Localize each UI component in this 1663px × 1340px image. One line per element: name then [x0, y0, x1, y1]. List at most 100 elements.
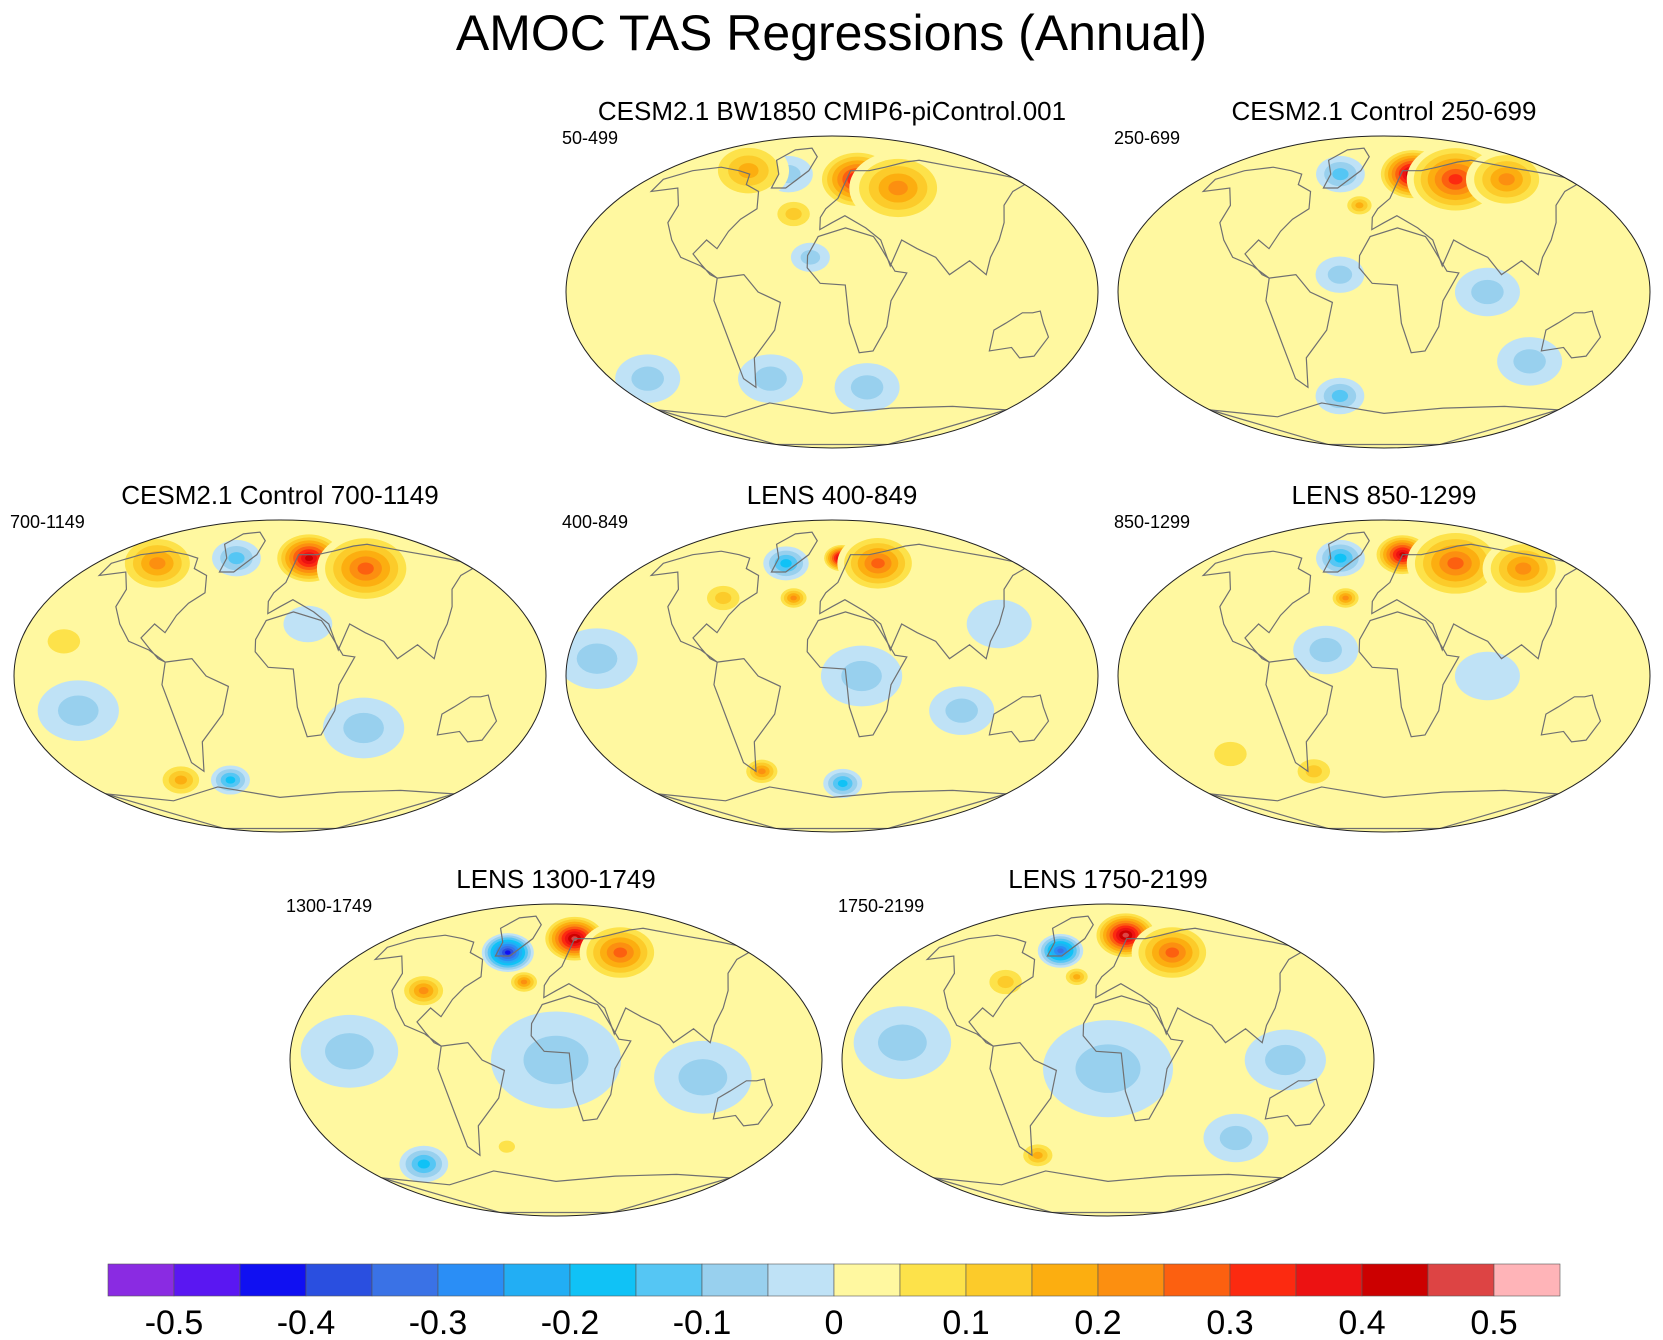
anomaly-feature [1454, 651, 1520, 701]
anomaly-contour [498, 1140, 515, 1153]
colorbar-swatch [305, 1263, 373, 1297]
panel-title: LENS 850-1299 [1291, 480, 1477, 510]
anomaly-feature [37, 680, 119, 741]
panel-title: CESM2.1 Control 700-1149 [121, 480, 439, 510]
australia-outline [988, 694, 1050, 743]
anomaly-contour [225, 776, 236, 784]
anomaly-contour [1448, 174, 1463, 185]
antarctica-outline [933, 1170, 1283, 1214]
anomaly-contour [576, 643, 618, 674]
colorbar-swatch [107, 1263, 175, 1297]
map-border [13, 519, 547, 833]
panel-title: LENS 1300-1749 [456, 864, 656, 894]
anomaly-contour [754, 366, 787, 391]
colorbar-swatch [701, 1263, 769, 1297]
africa-outline [1358, 227, 1460, 354]
australia-outline [1540, 310, 1602, 359]
anomaly-feature [1466, 149, 1548, 210]
anomaly-contour [1165, 947, 1180, 958]
anomaly-contour [785, 207, 802, 221]
eurasia-outline [543, 927, 751, 1044]
anomaly-feature [1316, 155, 1365, 193]
eurasia-outline [267, 543, 475, 660]
anomaly-contour [357, 562, 374, 575]
panel-years-label: 400-849 [562, 512, 629, 532]
panel-years-label: 850-1299 [1114, 512, 1191, 532]
colorbar-swatch [899, 1263, 967, 1297]
colorbar-tick-label: -0.4 [277, 1304, 336, 1338]
north-america-outline [925, 934, 1036, 1047]
south-america-outline [1265, 658, 1334, 773]
anomaly-feature [1293, 625, 1359, 675]
anomaly-contour [1122, 932, 1129, 938]
anomaly-feature [837, 533, 919, 594]
anomaly-contour [738, 163, 759, 179]
anomaly-contour [1309, 637, 1342, 663]
colorbar-swatch [1163, 1263, 1231, 1297]
south-america-outline [989, 1042, 1058, 1157]
colorbar-swatch [767, 1263, 835, 1297]
panel-title: LENS 1750-2199 [1008, 864, 1208, 894]
greenland-outline [1322, 147, 1370, 189]
anomaly-contour [800, 250, 821, 265]
colorbar-tick-label: 0.2 [1074, 1304, 1121, 1338]
anomaly-feature [581, 237, 728, 347]
anomaly-feature [1131, 922, 1213, 983]
anomaly-contour [930, 238, 1028, 312]
anomaly-contour [1265, 1044, 1306, 1076]
anomaly-contour [757, 768, 766, 775]
figure-title: AMOC TAS Regressions (Annual) [455, 5, 1208, 61]
colorbar-tick-label: 0 [825, 1304, 844, 1338]
anomaly-contour [613, 947, 628, 958]
panel-title: LENS 400-849 [746, 480, 918, 510]
colorbar-tick-label: 0.3 [1206, 1304, 1253, 1338]
south-america-outline [161, 658, 230, 773]
africa-outline [1358, 611, 1460, 738]
antarctica-outline [381, 1170, 731, 1214]
greenland-outline [218, 531, 266, 573]
map-background [566, 136, 1098, 448]
colorbar-tick-label: -0.2 [541, 1304, 600, 1338]
anomaly-contour [1513, 349, 1546, 374]
anomaly-contour [520, 979, 528, 985]
eurasia-outline [1095, 927, 1303, 1044]
anomaly-feature [399, 1145, 449, 1183]
map-border [1117, 519, 1651, 833]
colorbar-swatch [173, 1263, 241, 1297]
anomaly-contour [325, 1033, 374, 1070]
anomaly-contour [228, 552, 245, 565]
antarctica-outline [657, 786, 1007, 830]
north-america-outline [373, 934, 484, 1047]
coastlines [97, 531, 498, 830]
colorbar: -0.5 -0.4 -0.3 -0.2 -0.1 0 0.1 0.2 0.3 0.4 0.5 [107, 1263, 1561, 1338]
anomaly-feature [1042, 1020, 1174, 1118]
anomaly-feature [283, 605, 333, 643]
africa-outline [806, 611, 908, 738]
colorbar-swatch [239, 1263, 307, 1297]
anomaly-feature [116, 533, 198, 594]
anomaly-feature [1316, 539, 1365, 577]
coastlines [649, 531, 1050, 830]
anomaly-feature [566, 628, 638, 690]
anomaly-contour [149, 557, 166, 570]
colorbar-tick-label: 0.1 [942, 1304, 989, 1338]
antarctica-outline [105, 786, 455, 830]
anomaly-feature [1343, 193, 1376, 218]
anomaly-contour [1142, 226, 1273, 324]
colorbar-swatch [569, 1263, 637, 1297]
anomaly-contour [780, 559, 792, 568]
south-america-outline [713, 274, 782, 389]
anomaly-contour [1334, 553, 1347, 563]
colorbar-tick-label: -0.1 [673, 1304, 732, 1338]
map-plot [289, 903, 823, 1217]
colorbar-swatch [1493, 1263, 1561, 1297]
anomaly-feature [507, 969, 541, 995]
africa-outline [806, 227, 908, 354]
australia-outline [436, 694, 498, 743]
anomaly-contour [1471, 279, 1504, 305]
australia-outline [1264, 1078, 1326, 1127]
anomaly-feature [1018, 1140, 1058, 1170]
antarctica-outline [1209, 786, 1559, 830]
south-america-outline [713, 658, 782, 773]
anomaly-contour [997, 975, 1014, 989]
